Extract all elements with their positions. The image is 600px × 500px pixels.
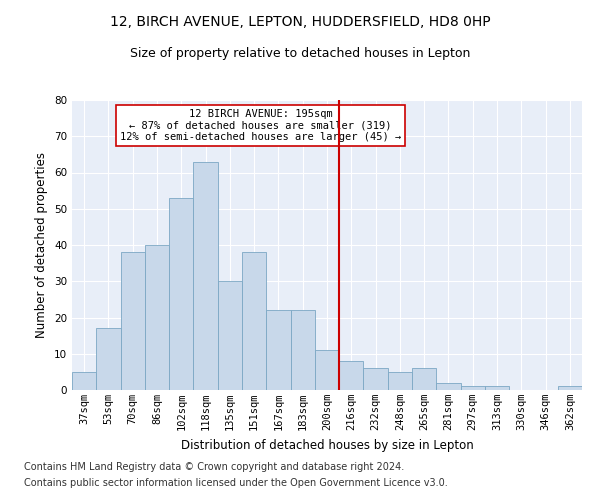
Bar <box>485 386 509 390</box>
X-axis label: Distribution of detached houses by size in Lepton: Distribution of detached houses by size … <box>181 438 473 452</box>
Text: Contains HM Land Registry data © Crown copyright and database right 2024.: Contains HM Land Registry data © Crown c… <box>24 462 404 472</box>
Bar <box>72 372 96 390</box>
Bar <box>266 310 290 390</box>
Bar <box>218 281 242 390</box>
Bar <box>315 350 339 390</box>
Text: Contains public sector information licensed under the Open Government Licence v3: Contains public sector information licen… <box>24 478 448 488</box>
Bar <box>412 368 436 390</box>
Text: Size of property relative to detached houses in Lepton: Size of property relative to detached ho… <box>130 48 470 60</box>
Bar <box>364 368 388 390</box>
Bar <box>96 328 121 390</box>
Y-axis label: Number of detached properties: Number of detached properties <box>35 152 49 338</box>
Bar <box>290 310 315 390</box>
Bar <box>339 361 364 390</box>
Bar <box>169 198 193 390</box>
Bar <box>145 245 169 390</box>
Bar <box>436 383 461 390</box>
Bar <box>558 386 582 390</box>
Text: 12, BIRCH AVENUE, LEPTON, HUDDERSFIELD, HD8 0HP: 12, BIRCH AVENUE, LEPTON, HUDDERSFIELD, … <box>110 15 490 29</box>
Bar <box>242 252 266 390</box>
Bar <box>121 252 145 390</box>
Bar <box>193 162 218 390</box>
Bar <box>461 386 485 390</box>
Bar <box>388 372 412 390</box>
Text: 12 BIRCH AVENUE: 195sqm
← 87% of detached houses are smaller (319)
12% of semi-d: 12 BIRCH AVENUE: 195sqm ← 87% of detache… <box>120 108 401 142</box>
